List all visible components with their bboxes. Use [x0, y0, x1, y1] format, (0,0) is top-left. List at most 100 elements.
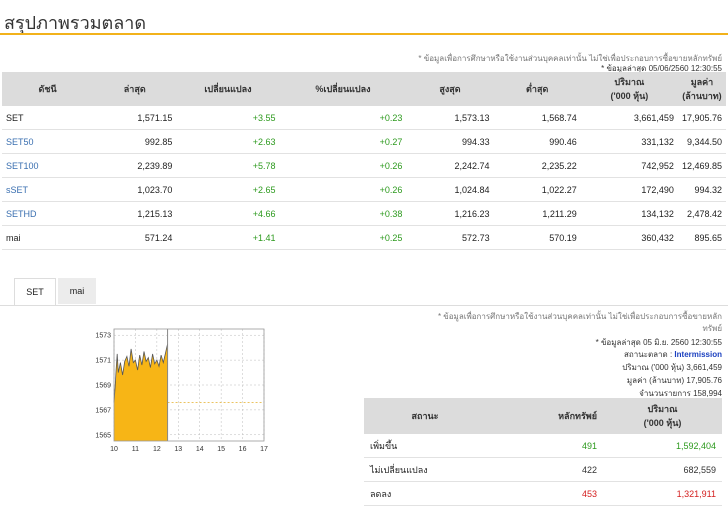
x-tick-label: 16	[239, 446, 247, 453]
x-tick-label: 12	[153, 446, 161, 453]
index-name[interactable]: sSET	[2, 177, 94, 202]
breadth-count: 491	[486, 434, 603, 458]
pct-change-value: +0.27	[279, 129, 407, 154]
tab-panel-divider	[0, 305, 728, 306]
pct-change-value: +0.23	[279, 106, 407, 130]
value-amount: 12,469.85	[677, 153, 726, 178]
col-securities: หลักทรัพย์	[486, 398, 603, 434]
pct-change-value: +0.25	[279, 225, 407, 250]
x-tick-label: 14	[196, 446, 204, 453]
last-price: 1,571.15	[93, 106, 177, 130]
index-name[interactable]: SETHD	[2, 201, 94, 226]
y-tick-label: 1571	[95, 358, 111, 365]
tab-set[interactable]: SET	[14, 278, 56, 305]
last-updated-note: * ข้อมูลล่าสุด 05/06/2560 12:30:55	[601, 64, 722, 73]
market-status-label: สถานะตลาด :	[623, 350, 673, 359]
breadth-status: ลดลง	[364, 481, 486, 506]
title-divider	[0, 33, 728, 35]
index-name: mai	[2, 225, 94, 250]
table-row: sSET 1,023.70 +2.65 +0.26 1,024.84 1,022.27 17…	[2, 177, 726, 202]
page-title: สรุปภาพรวมตลาด	[4, 13, 147, 33]
high-value: 2,242.74	[406, 153, 494, 178]
breadth-count: 453	[486, 481, 603, 506]
change-value: +2.65	[176, 177, 280, 202]
low-value: 1,568.74	[493, 106, 581, 130]
chart-x-ticks: 10 11 12 13 14 15 16 17	[110, 446, 268, 453]
low-value: 990.46	[493, 129, 581, 154]
col-last: ล่าสุด	[93, 72, 177, 106]
tab-mai[interactable]: mai	[58, 278, 96, 304]
table-row: ไม่เปลี่ยนแปลง 422 682,559	[364, 457, 722, 482]
table-header-row: ดัชนี ล่าสุด เปลี่ยนแปลง %เปลี่ยนแปลง สู…	[2, 72, 726, 106]
plot-frame	[113, 328, 265, 442]
breadth-volume: 1,592,404	[603, 434, 722, 458]
panel-disclaimer-line1: * ข้อมูลเพื่อการศึกษาหรือใช้งานส่วนบุคคล…	[437, 312, 722, 321]
col-volume: ปริมาณ ('000 หุ้น)	[580, 72, 678, 106]
change-value: +4.66	[176, 201, 280, 226]
low-value: 1,211.29	[493, 201, 581, 226]
table-row: SET50 992.85 +2.63 +0.27 994.33 990.46 331,132…	[2, 129, 726, 154]
disclaimer-note: * ข้อมูลเพื่อการศึกษาหรือใช้งานส่วนบุคคล…	[418, 54, 722, 63]
value-amount: 2,478.42	[677, 201, 726, 226]
index-name: SET	[2, 106, 94, 130]
high-value: 1,216.23	[406, 201, 494, 226]
index-name[interactable]: SET100	[2, 153, 94, 178]
last-price: 2,239.89	[93, 153, 177, 178]
col-change: เปลี่ยนแปลง	[176, 72, 280, 106]
y-tick-label: 1573	[95, 333, 111, 340]
market-status: สถานะตลาด : Intermission	[624, 348, 722, 361]
last-price: 1,215.13	[93, 201, 177, 226]
col-value: มูลค่า (ล้านบาท)	[677, 72, 726, 106]
x-tick-label: 13	[174, 446, 182, 453]
breadth-volume: 682,559	[603, 457, 722, 482]
value-amount: 17,905.76	[677, 106, 726, 130]
volume-value: 742,952	[580, 153, 678, 178]
set-intraday-chart: 1573 1571 1569 1567 1565 10 11 12 13 14 15 16 17	[95, 328, 268, 453]
col-status: สถานะ	[364, 398, 486, 434]
index-name[interactable]: SET50	[2, 129, 94, 154]
low-value: 570.19	[493, 225, 581, 250]
table-row: SET 1,571.15 +3.55 +0.23 1,573.13 1,568.74 3,6…	[2, 106, 726, 130]
panel-disclaimer-line2: ทรัพย์	[702, 324, 722, 333]
panel-value: มูลค่า (ล้านบาท) 17,905.76	[626, 376, 722, 385]
chart-y-ticks: 1573 1571 1569 1567 1565	[95, 333, 111, 440]
high-value: 572.73	[406, 225, 494, 250]
change-value: +1.41	[176, 225, 280, 250]
last-price: 992.85	[93, 129, 177, 154]
x-tick-label: 15	[217, 446, 225, 453]
col-low: ต่ำสุด	[493, 72, 581, 106]
breadth-volume: 1,321,911	[603, 481, 722, 506]
col-pct-change: %เปลี่ยนแปลง	[279, 72, 407, 106]
price-line	[113, 343, 168, 403]
market-summary-table: ดัชนี ล่าสุด เปลี่ยนแปลง %เปลี่ยนแปลง สู…	[2, 72, 726, 250]
pct-change-value: +0.26	[279, 153, 407, 178]
volume-value: 134,132	[580, 201, 678, 226]
col-breadth-volume: ปริมาณ ('000 หุ้น)	[603, 398, 722, 434]
panel-deals: จำนวนรายการ 158,994	[639, 389, 722, 398]
breadth-status: ไม่เปลี่ยนแปลง	[364, 457, 486, 482]
change-value: +2.63	[176, 129, 280, 154]
x-tick-label: 17	[260, 446, 268, 453]
value-amount: 994.32	[677, 177, 726, 202]
volume-value: 172,490	[580, 177, 678, 202]
panel-updated: * ข้อมูลล่าสุด 05 มิ.ย. 2560 12:30:55	[595, 338, 722, 347]
low-value: 2,235.22	[493, 153, 581, 178]
y-tick-label: 1567	[95, 407, 111, 414]
breadth-status: เพิ่มขึ้น	[364, 434, 486, 458]
high-value: 994.33	[406, 129, 494, 154]
breadth-header-row: สถานะ หลักทรัพย์ ปริมาณ ('000 หุ้น)	[364, 398, 722, 434]
change-value: +3.55	[176, 106, 280, 130]
table-row: ลดลง 453 1,321,911	[364, 481, 722, 506]
market-breadth-table: สถานะ หลักทรัพย์ ปริมาณ ('000 หุ้น) เพิ่…	[364, 398, 722, 506]
market-status-value: Intermission	[674, 350, 722, 359]
pct-change-value: +0.38	[279, 201, 407, 226]
change-value: +5.78	[176, 153, 280, 178]
y-tick-label: 1569	[95, 383, 111, 390]
col-index: ดัชนี	[2, 72, 94, 106]
volume-value: 3,661,459	[580, 106, 678, 130]
x-tick-label: 11	[132, 446, 139, 453]
table-row: เพิ่มขึ้น 491 1,592,404	[364, 434, 722, 458]
price-area	[114, 343, 168, 441]
panel-volume: ปริมาณ ('000 หุ้น) 3,661,459	[622, 363, 722, 372]
last-price: 571.24	[93, 225, 177, 250]
